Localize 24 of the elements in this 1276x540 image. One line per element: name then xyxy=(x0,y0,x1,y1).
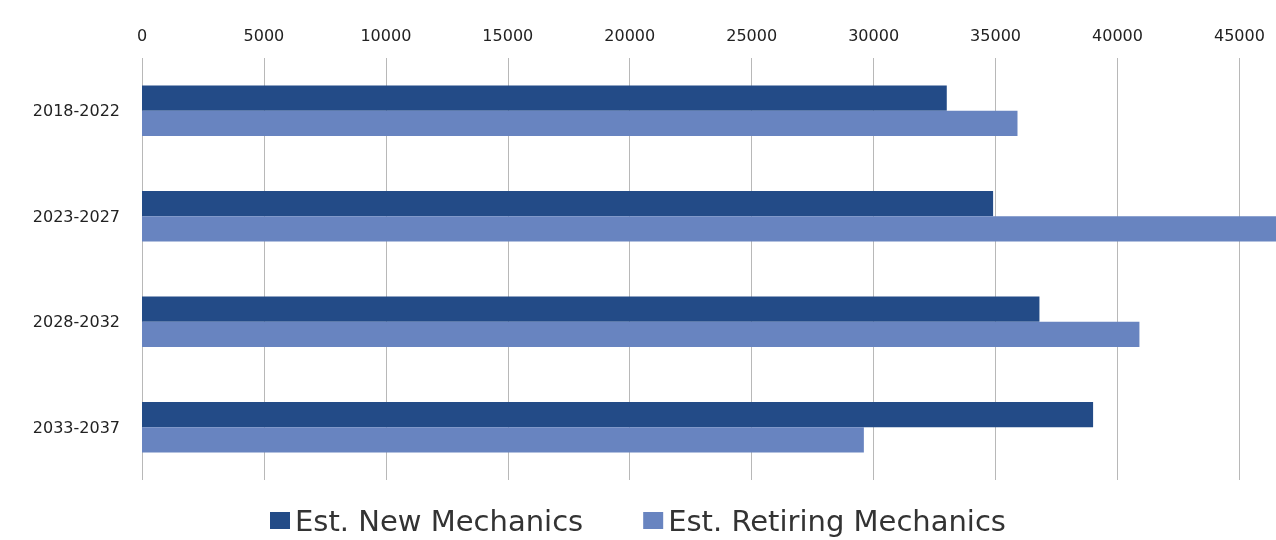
x-tick-label: 15000 xyxy=(482,25,534,45)
bar xyxy=(142,216,1276,242)
bar xyxy=(142,190,994,217)
y-tick-label: 2018-2022 xyxy=(32,101,120,121)
x-tick-label: 10000 xyxy=(360,25,412,45)
x-tick-label: 25000 xyxy=(726,25,778,45)
bar xyxy=(142,401,1094,428)
bar xyxy=(142,85,947,111)
y-tick-label: 2023-2027 xyxy=(32,206,120,226)
y-tick-label: 2028-2032 xyxy=(32,312,120,332)
bar xyxy=(142,321,1140,348)
y-tick-label: 2033-2037 xyxy=(32,417,120,437)
bar xyxy=(142,427,864,453)
bar xyxy=(142,110,1018,137)
x-tick-label: 45000 xyxy=(1213,25,1265,45)
x-tick-label: 0 xyxy=(136,25,148,45)
x-tick-label: 30000 xyxy=(848,25,900,45)
x-tick-label: 5000 xyxy=(243,25,285,45)
x-tick-label: 40000 xyxy=(1092,25,1143,45)
bar xyxy=(142,296,1040,322)
x-tick-label: 35000 xyxy=(970,25,1021,45)
legend-label: Est. New Mechanics xyxy=(295,503,584,538)
x-tick-label: 20000 xyxy=(604,25,656,45)
legend-label: Est. Retiring Mechanics xyxy=(668,503,1006,538)
